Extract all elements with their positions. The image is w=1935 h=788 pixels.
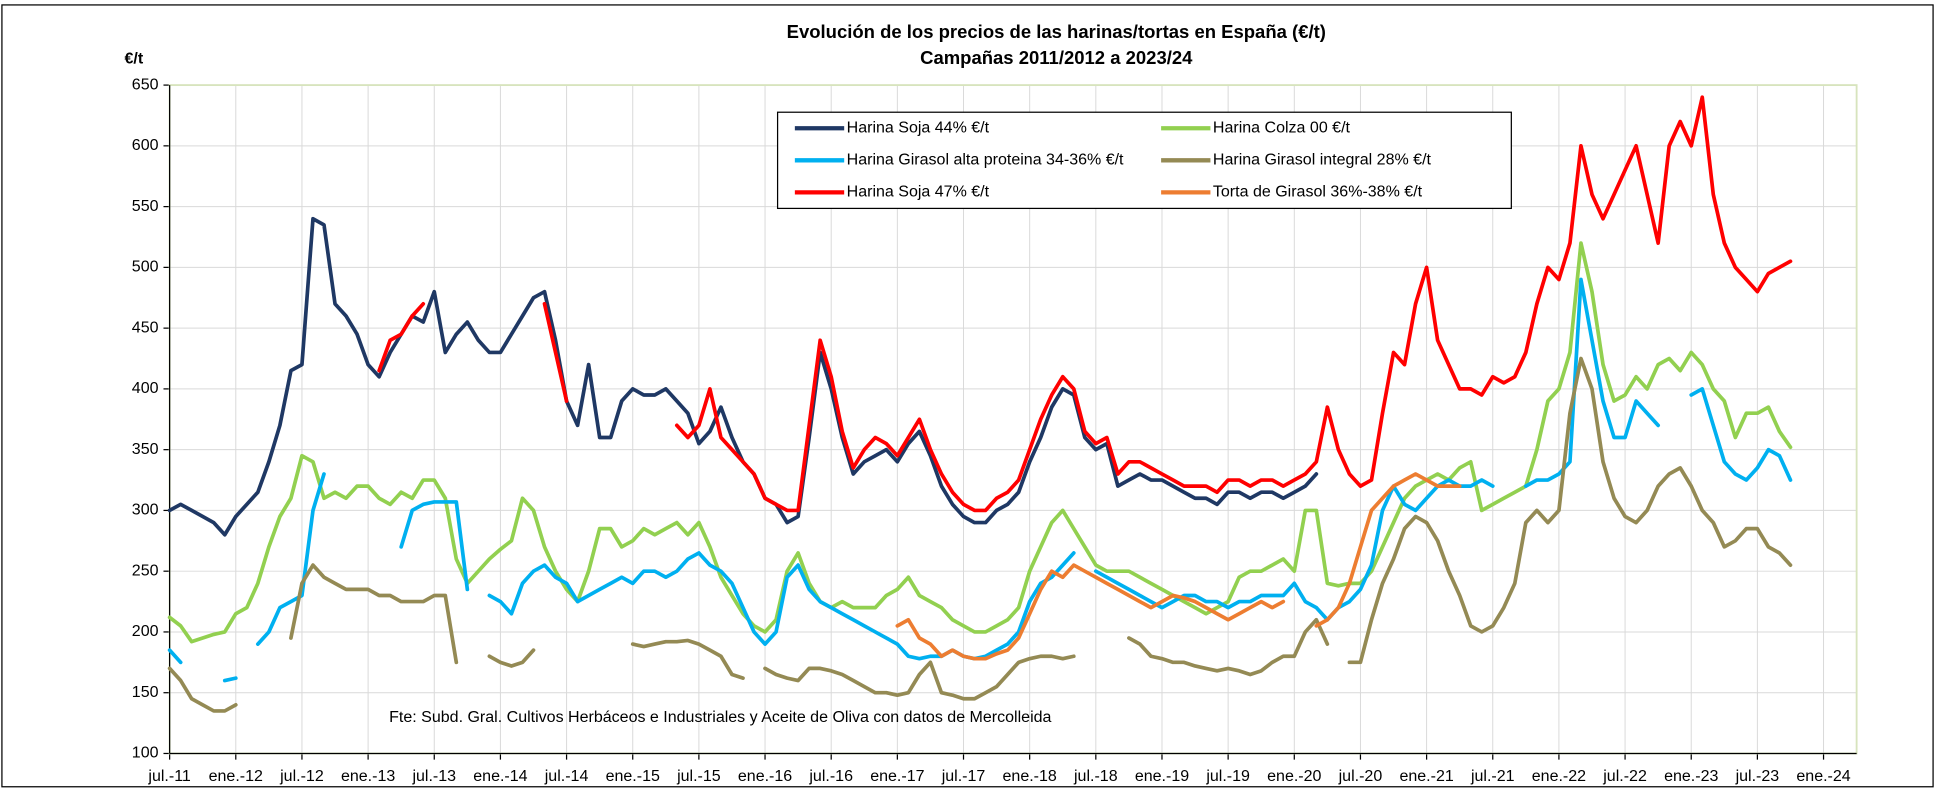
x-tick-label: jul.-22 [1602,767,1647,785]
y-tick-label: 450 [132,318,159,336]
x-tick-label: jul.-16 [808,767,853,785]
x-tick-label: ene.-16 [738,767,792,785]
source-note: Fte: Subd. Gral. Cultivos Herbáceos e In… [389,708,1051,726]
y-tick-label: 100 [132,744,159,762]
legend-label: Harina Girasol alta proteina 34-36% €/t [847,151,1124,169]
x-tick-label: ene.-15 [606,767,660,785]
x-tick-label: jul.-21 [1470,767,1515,785]
x-tick-label: ene.-19 [1135,767,1189,785]
y-tick-label: 350 [132,440,159,458]
y-tick-label: 550 [132,197,159,215]
x-tick-label: ene.-22 [1532,767,1586,785]
x-tick-label: ene.-13 [341,767,395,785]
y-tick-label: 200 [132,622,159,640]
x-tick-label: ene.-12 [209,767,263,785]
y-tick-label: 250 [132,561,159,579]
x-tick-label: jul.-15 [676,767,721,785]
chart-subtitle: Campañas 2011/2012 a 2023/24 [920,47,1193,68]
y-tick-label: 650 [132,75,159,93]
x-tick-label: ene.-23 [1664,767,1718,785]
legend-label: Harina Colza 00 €/t [1213,118,1351,136]
x-tick-label: jul.-17 [941,767,986,785]
x-tick-label: jul.-20 [1338,767,1383,785]
chart-title: Evolución de los precios de las harinas/… [787,21,1326,42]
x-tick-label: jul.-14 [544,767,589,785]
y-tick-label: 300 [132,501,159,519]
y-tick-label: 600 [132,136,159,154]
legend-label: Harina Soja 47% €/t [847,183,990,201]
series-line [167,356,1793,713]
x-tick-label: jul.-18 [1073,767,1118,785]
series-line [167,241,1793,644]
y-tick-label: 150 [132,683,159,701]
x-tick-label: jul.-12 [279,767,324,785]
x-tick-label: ene.-14 [473,767,527,785]
y-tick-label: 400 [132,379,159,397]
x-tick-label: ene.-21 [1399,767,1453,785]
series-line [167,277,1793,683]
legend-label: Harina Soja 44% €/t [847,118,990,136]
y-tick-label: 500 [132,258,159,276]
legend-box [776,111,1512,210]
series-line [377,95,1793,513]
x-tick-label: ene.-20 [1267,767,1321,785]
legend-label: Torta de Girasol 36%-38% €/t [1213,183,1423,201]
x-tick-label: ene.-17 [870,767,924,785]
legend-label: Harina Girasol integral 28% €/t [1213,151,1432,169]
x-tick-label: jul.-11 [147,767,191,785]
x-tick-label: jul.-13 [411,767,456,785]
x-tick-label: jul.-19 [1205,767,1250,785]
x-tick-label: jul.-23 [1735,767,1780,785]
legend: Harina Soja 44% €/t Harina Colza 00 €/t Ha… [776,111,1512,210]
y-axis-label: €/t [125,49,144,67]
x-tick-label: ene.-24 [1796,767,1850,785]
x-tick-label: ene.-18 [1003,767,1057,785]
